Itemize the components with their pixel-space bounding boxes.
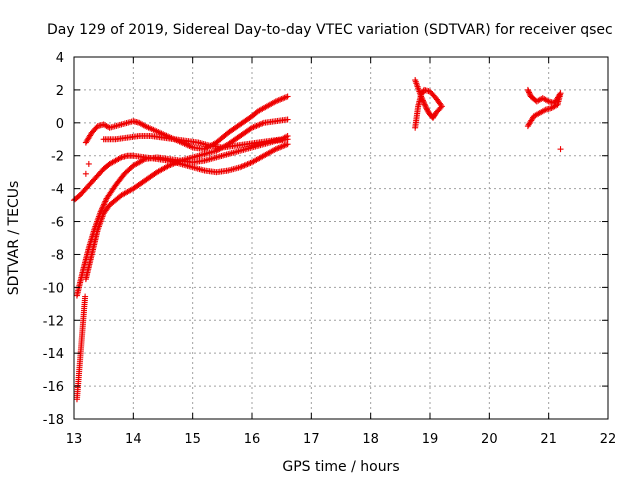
- data-point: [526, 90, 533, 97]
- x-tick-label: 17: [303, 432, 320, 447]
- y-axis-ticks: 4 2 0 -2 -4 -6 -8 -10 -12 -14 -16 -18: [43, 51, 608, 428]
- data-point: [557, 146, 564, 153]
- data-point: [524, 123, 531, 130]
- x-tick-label: 20: [481, 432, 498, 447]
- series-track-a: [71, 141, 291, 204]
- x-tick-label: 18: [362, 432, 379, 447]
- series-early-tail: [73, 293, 89, 403]
- series-outliers: [82, 146, 564, 177]
- x-tick-label: 21: [540, 432, 557, 447]
- series-track-f: [412, 77, 445, 131]
- y-tick-label: -6: [51, 216, 64, 231]
- y-axis-label: SDTVAR / TECUs: [6, 181, 22, 296]
- data-point: [524, 86, 531, 93]
- data-point: [525, 121, 532, 128]
- series-track-e: [82, 93, 291, 153]
- y-tick-label: 0: [56, 117, 64, 132]
- data-point: [82, 293, 89, 300]
- y-tick-label: -8: [51, 248, 64, 263]
- y-tick-label: -14: [43, 347, 64, 362]
- y-tick-label: -12: [43, 314, 64, 329]
- x-axis-label: GPS time / hours: [282, 459, 399, 475]
- y-tick-label: -10: [43, 281, 64, 296]
- data-point: [421, 100, 428, 107]
- x-tick-label: 13: [66, 432, 83, 447]
- x-tick-label: 14: [125, 432, 142, 447]
- data-point: [423, 105, 430, 112]
- x-tick-label: 22: [600, 432, 617, 447]
- data-point: [421, 101, 428, 108]
- y-tick-label: -16: [43, 380, 64, 395]
- y-tick-label: -18: [43, 413, 64, 428]
- y-tick-label: 2: [56, 84, 64, 99]
- y-tick-label: -4: [51, 183, 64, 198]
- data-point: [284, 132, 291, 139]
- data-point: [412, 124, 419, 131]
- plot-frame: [73, 56, 609, 420]
- data-point: [525, 88, 532, 95]
- x-tick-label: 19: [422, 432, 439, 447]
- data-point: [422, 102, 429, 109]
- data-point: [526, 89, 533, 96]
- data-point: [422, 104, 429, 111]
- y-tick-label: -2: [51, 150, 64, 165]
- data-point: [284, 116, 291, 123]
- data-point: [418, 90, 425, 97]
- data-point: [82, 170, 89, 177]
- data-point: [284, 93, 291, 100]
- data-point: [85, 160, 92, 167]
- data-points: [71, 77, 564, 403]
- y-tick-label: 4: [56, 51, 64, 66]
- x-tick-label: 15: [184, 432, 201, 447]
- chart-title: Day 129 of 2019, Sidereal Day-to-day VTE…: [47, 22, 613, 38]
- x-tick-label: 16: [244, 432, 261, 447]
- x-axis-ticks: 13 14 15 16 17 18 19 20 21 22: [66, 57, 617, 447]
- series-track-c: [82, 116, 291, 283]
- gridlines: [74, 57, 608, 419]
- series-track-g: [524, 86, 564, 130]
